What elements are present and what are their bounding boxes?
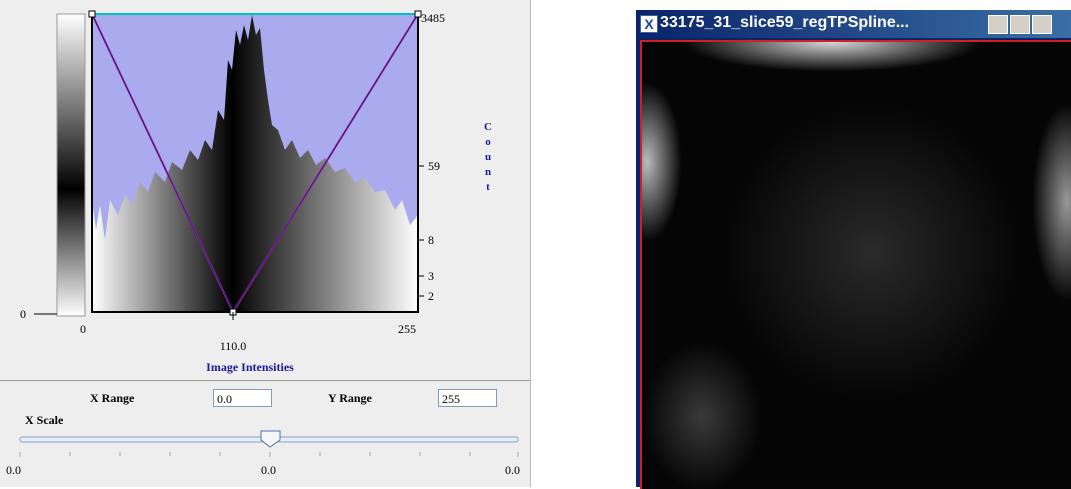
window-icon: X [640,15,658,33]
title-bar: X 33175_31_slice59_regTPSpline... [636,10,1071,38]
y-axis-label: u [485,151,491,163]
maximize-button[interactable] [1010,15,1030,34]
image-blob [1032,102,1071,302]
x-tick-label: 0 [80,322,86,336]
y-axis-label: o [485,136,491,148]
control-point[interactable] [89,11,95,17]
color-bar [57,14,85,316]
y-tick-label: 0 [20,307,26,321]
image-blob [722,102,1022,402]
y-tick-label: 2 [428,289,434,303]
histogram-plot: 3485 59 8 3 2 0 0 110.0 255 Image Intens… [0,0,530,380]
y-axis-label: n [485,166,491,178]
y-tick-label: 3 [428,269,434,283]
image-blob [642,342,762,489]
x-axis-label: Image Intensities [206,360,294,374]
separator [0,380,530,381]
scale-label: 0.0 [261,463,276,478]
y-tick-label: 3485 [421,11,445,25]
x-range-input[interactable]: 0.0 [213,389,272,407]
y-axis-label: C [484,121,492,133]
x-range-label: X Range [90,391,134,406]
y-range-label: Y Range [328,391,372,406]
minimize-button[interactable] [988,15,1008,34]
image-blob [682,40,982,72]
x-tick-label: 110.0 [220,339,247,353]
y-tick-label: 59 [428,159,440,173]
window-title: 33175_31_slice59_regTPSpline... [660,14,909,32]
slider-thumb[interactable] [261,431,280,447]
x-scale-slider[interactable] [0,428,530,468]
y-axis-label: t [486,181,490,193]
image-blob [640,82,682,242]
image-view [640,40,1071,489]
scale-label: 0.0 [6,463,21,478]
x-scale-label: X Scale [25,413,63,428]
page: 3485 59 8 3 2 0 0 110.0 255 Image Intens… [0,0,1071,487]
x-tick-label: 255 [398,322,416,336]
lut-panel: 3485 59 8 3 2 0 0 110.0 255 Image Intens… [0,0,531,487]
y-range-input[interactable]: 255 [438,389,497,407]
image-window: X 33175_31_slice59_regTPSpline... [636,10,1071,487]
y-tick-label: 8 [428,233,434,247]
scale-label: 0.0 [505,463,520,478]
close-button[interactable] [1032,15,1052,34]
slider-ticks [20,452,518,457]
